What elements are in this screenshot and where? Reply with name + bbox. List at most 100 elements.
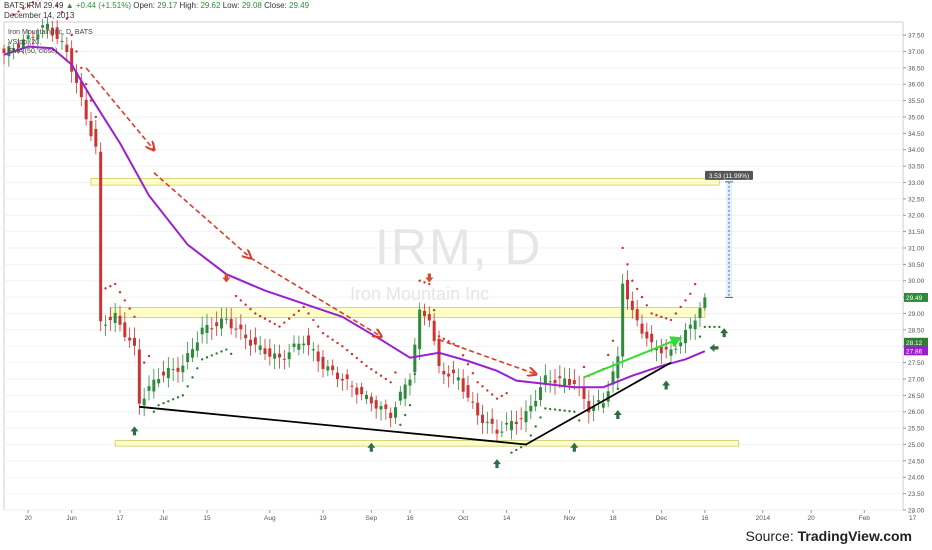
- vstop-dot: [181, 394, 185, 397]
- vstop-dot: [75, 50, 78, 53]
- candle-body: [336, 372, 339, 380]
- vstop-dot: [621, 246, 624, 250]
- vstop-dot: [664, 317, 668, 320]
- vstop-dot: [239, 299, 243, 302]
- vstop-dot: [389, 381, 392, 384]
- candle-body: [408, 379, 412, 386]
- price-label-text: 28.12: [906, 340, 923, 347]
- vstop-dot: [394, 371, 397, 374]
- candle-body: [147, 386, 151, 391]
- candle-body: [688, 324, 692, 329]
- vstop-dot: [273, 322, 276, 326]
- vstop-dot: [26, 4, 30, 7]
- x-tick-label: 18: [609, 515, 617, 522]
- candle-body: [263, 348, 267, 354]
- vstop-dot: [80, 66, 83, 70]
- vstop-dot: [355, 356, 359, 360]
- vstop-dot: [384, 377, 388, 381]
- candle-body: [655, 348, 658, 351]
- vstop-dot: [157, 403, 160, 407]
- x-tick-label: 20: [808, 515, 816, 522]
- vstop-dot: [408, 403, 412, 407]
- candle-body: [650, 333, 654, 343]
- candle-body: [253, 337, 257, 345]
- candle-body: [326, 366, 330, 371]
- open-value: 29.17: [157, 1, 178, 10]
- vstop-dot: [84, 83, 88, 86]
- dashed-trend-arrow: [85, 67, 154, 150]
- x-tick-label: Feb: [859, 515, 871, 522]
- candle-body: [273, 353, 277, 359]
- x-tick-label: 16: [406, 515, 414, 522]
- candle-body: [481, 414, 484, 423]
- vstop-dot: [423, 281, 426, 284]
- vstop-dot: [606, 353, 610, 357]
- vstop-dot: [104, 287, 107, 290]
- vstop-dot: [350, 352, 354, 356]
- candle-body: [75, 72, 78, 83]
- vstop-dot: [452, 342, 455, 345]
- legend-vstop[interactable]: VStop (20,: [8, 39, 42, 46]
- vstop-dot: [553, 408, 557, 411]
- vstop-dot: [693, 282, 697, 286]
- x-tick-label: Sep: [366, 515, 378, 522]
- candle-body: [7, 46, 11, 57]
- candle-body: [94, 128, 98, 147]
- candle-body: [423, 310, 426, 317]
- candle-body: [684, 329, 687, 344]
- x-tick-label: Jun: [66, 515, 77, 522]
- source-brand: TradingView.com: [797, 528, 912, 544]
- y-tick-label: 37.00: [908, 49, 925, 56]
- candle-body: [2, 48, 6, 54]
- candle-body: [113, 312, 117, 323]
- candle-body: [645, 331, 649, 339]
- vstop-dot: [481, 385, 484, 388]
- candle-body: [621, 283, 625, 357]
- candle-body: [447, 373, 451, 377]
- buy-signal-arrow: [367, 442, 376, 452]
- vstop-dot: [548, 407, 552, 411]
- x-tick-label: 20: [25, 515, 33, 522]
- vstop-dot: [70, 33, 73, 37]
- legend-ema[interactable]: EMA (50, close): [8, 48, 58, 55]
- legend-series[interactable]: Iron Mountain Inc, D, BATS: [8, 29, 93, 36]
- candle-body: [568, 379, 571, 385]
- candle-body: [229, 318, 233, 329]
- vstop-dot: [229, 352, 233, 356]
- vstop-dot: [679, 305, 682, 309]
- vstop-dot: [645, 304, 649, 307]
- candle-body: [302, 343, 306, 346]
- candle-body: [36, 34, 40, 40]
- candle-body: [572, 380, 576, 385]
- candle-body: [26, 35, 30, 40]
- candle-body: [99, 151, 103, 322]
- candle-body: [413, 344, 417, 373]
- support-resistance-zone: [90, 178, 720, 186]
- candle-body: [548, 381, 552, 383]
- candle-body: [287, 352, 291, 360]
- candle-body: [41, 25, 45, 28]
- vstop-dot: [128, 307, 131, 310]
- vstop-dot: [360, 360, 363, 364]
- candle-body: [46, 23, 49, 30]
- candle-body: [539, 387, 542, 401]
- y-tick-label: 24.00: [908, 475, 925, 482]
- vstop-dot: [307, 312, 310, 315]
- candle-body: [307, 335, 310, 346]
- sell-signal-arrow: [425, 273, 434, 283]
- candle-body: [442, 370, 446, 375]
- vstop-dot: [471, 372, 475, 375]
- vstop-dot: [379, 374, 383, 377]
- candle-body: [176, 367, 180, 372]
- vstop-dot: [326, 335, 330, 338]
- vstop-dot: [432, 309, 436, 312]
- vstop-dot: [142, 361, 146, 364]
- vstop-dot: [258, 314, 262, 318]
- buy-signal-arrow: [720, 328, 729, 338]
- candle-body: [133, 337, 136, 346]
- y-tick-label: 23.00: [908, 508, 925, 515]
- candle-body: [220, 318, 223, 329]
- candle-body: [104, 324, 107, 326]
- candle-body: [21, 39, 25, 49]
